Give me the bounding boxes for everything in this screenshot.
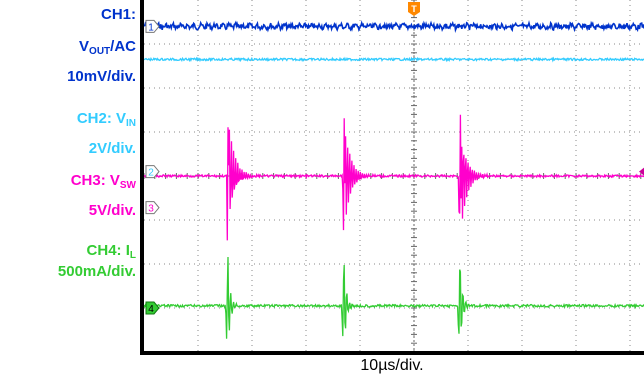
trace-ch3 — [143, 114, 644, 241]
trace-ch2 — [143, 56, 644, 63]
time-scale-label: 10µs/div. — [360, 357, 424, 374]
trigger-position-marker: T — [408, 2, 420, 16]
ch3-sub: SW — [119, 180, 136, 191]
channel-marker-shape — [145, 165, 160, 179]
channel-marker-3: 3 — [145, 201, 160, 215]
ch3-scale: 5V/div. — [88, 202, 136, 219]
channel-marker-label: 4 — [148, 304, 154, 315]
ch3-label: CH3: VSW — [70, 172, 136, 191]
trace-ch1 — [143, 20, 644, 33]
channel-marker-shape — [145, 19, 160, 33]
channel-legend: CH1: VOUT/AC 10mV/div. CH2: VIN 2V/div. … — [0, 0, 140, 383]
ch1-signal: VOUT/AC — [79, 38, 136, 57]
scope-frame — [140, 0, 644, 355]
channel-marker-2: 2 — [145, 165, 160, 179]
ch4-prefix: CH4: I — [86, 242, 130, 259]
trigger-level-arrow — [639, 167, 644, 176]
ch2-scale: 2V/div. — [88, 140, 136, 157]
ch1-signal-rest: /AC — [110, 38, 136, 55]
oscilloscope-display: 1 2 3 4 T — [140, 0, 644, 355]
ch2-prefix: CH2: V — [76, 110, 126, 127]
ch1-signal-sub: OUT — [89, 46, 111, 57]
ch2-sub: IN — [126, 118, 136, 129]
channel-marker-label: 1 — [148, 22, 154, 33]
trigger-marker-shape — [408, 2, 420, 16]
traces — [143, 20, 644, 339]
ch1-scale: 10mV/div. — [67, 68, 136, 85]
ch1-signal-main: V — [79, 38, 90, 55]
channel-marker-shape — [145, 201, 160, 215]
channel-marker-4: 4 — [145, 301, 160, 315]
channel-marker-label: 3 — [148, 204, 154, 215]
ch4-label: CH4: IL — [86, 242, 136, 261]
ch1-title: CH1: — [100, 6, 136, 23]
ch2-label: CH2: VIN — [76, 110, 136, 129]
trigger-marker-label: T — [411, 4, 417, 14]
channel-marker-shape — [145, 301, 160, 315]
ch3-prefix: CH3: V — [70, 172, 120, 189]
trace-ch4 — [143, 256, 644, 339]
channel-markers: 1 2 3 4 T — [145, 2, 644, 315]
ch4-scale: 500mA/div. — [57, 263, 136, 280]
channel-marker-1: 1 — [145, 19, 160, 33]
ch4-sub: L — [129, 250, 136, 261]
channel-marker-label: 2 — [148, 168, 154, 179]
